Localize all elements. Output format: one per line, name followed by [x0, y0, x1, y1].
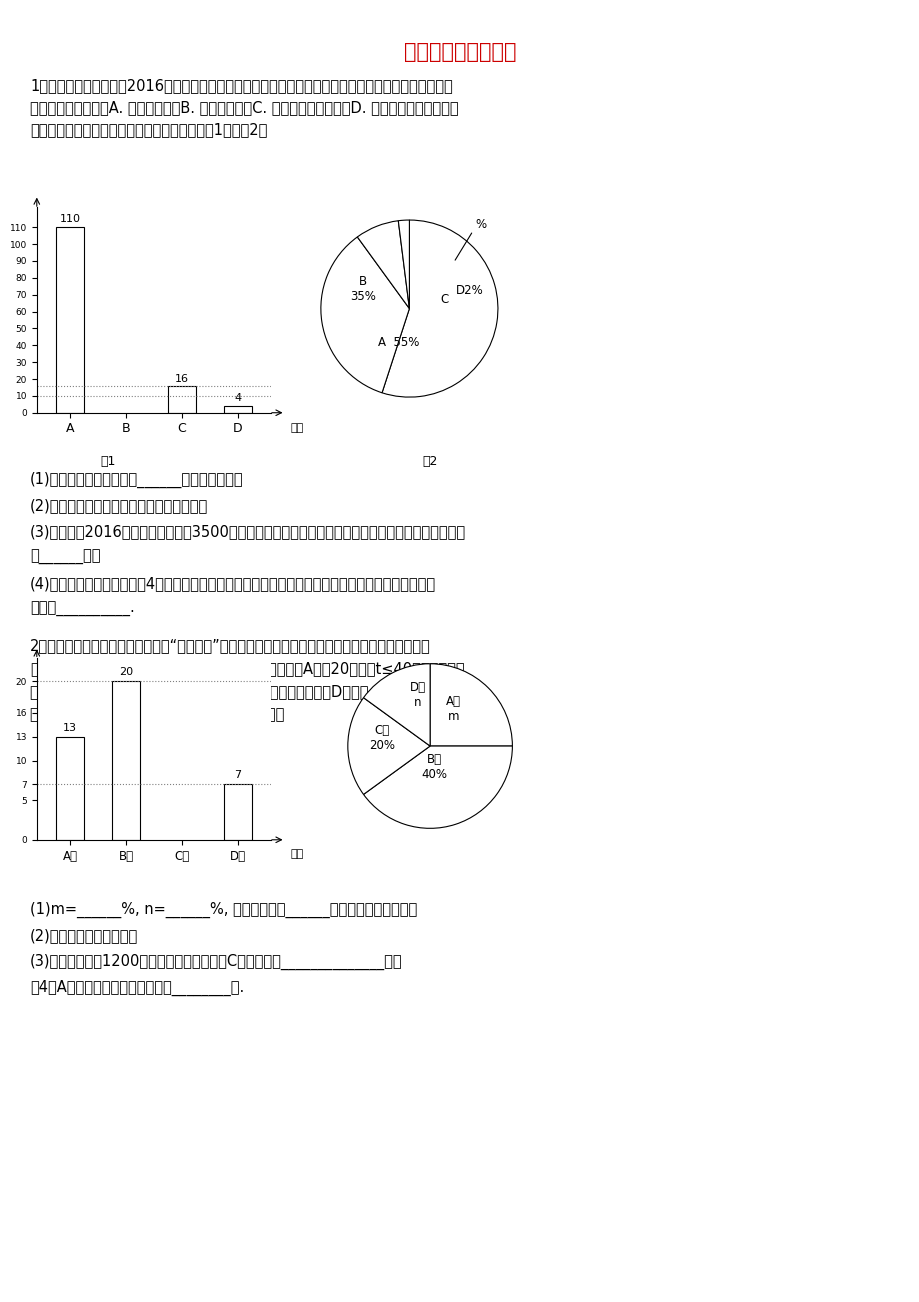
Text: 16: 16: [175, 374, 188, 384]
Text: 统计与概率专题试卷: 统计与概率专题试卷: [403, 42, 516, 62]
Text: 13: 13: [63, 723, 77, 733]
Wedge shape: [347, 698, 430, 794]
Text: A类
m: A类 m: [445, 695, 460, 723]
Text: 下两幅不完整的统计图. 请根据图中提供的信息，解答下列问题：: 下两幅不完整的统计图. 请根据图中提供的信息，解答下列问题：: [30, 707, 284, 723]
Wedge shape: [321, 237, 409, 393]
Text: (2)请补全上面的条形图；: (2)请补全上面的条形图；: [30, 928, 138, 943]
Text: (3)若该地区2016年初中毕业生共有3500人，请估计该地区今年初中毕业生中读普通高中的学生人数约: (3)若该地区2016年初中毕业生共有3500人，请估计该地区今年初中毕业生中读…: [30, 523, 466, 539]
Text: B
35%: B 35%: [350, 275, 376, 303]
Text: (4)老师想从甲，乙，丙，东4位同学中随机选择两位同学了解他们毕业后的去向情况，则选中甲同学的: (4)老师想从甲，乙，丙，东4位同学中随机选择两位同学了解他们毕业后的去向情况，…: [30, 575, 436, 591]
Wedge shape: [381, 220, 497, 397]
Text: （4）A类所在扇形圆心角的度数为________度.: （4）A类所在扇形圆心角的度数为________度.: [30, 980, 244, 996]
Text: 20: 20: [119, 667, 133, 677]
Text: 1、我省某地区为了了解2016年初中毕业生毕业去向，对部分九年级学生进行了抗样调查，就九年级学生: 1、我省某地区为了了解2016年初中毕业生毕业去向，对部分九年级学生进行了抗样调…: [30, 78, 452, 92]
Text: 为______人；: 为______人；: [30, 549, 100, 565]
Text: 类别: 类别: [289, 423, 303, 434]
Text: 数据统计，并绘制了两幅不完整的统计图（如图1，如图2）: 数据统计，并绘制了两幅不完整的统计图（如图1，如图2）: [30, 122, 267, 137]
Wedge shape: [357, 221, 409, 309]
Text: (1)填空：该地区共调查了______名九年级学生；: (1)填空：该地区共调查了______名九年级学生；: [30, 473, 244, 488]
Text: (1)m=______%, n=______%, 这次共抒查了______名学生进行调查统计；: (1)m=______%, n=______%, 这次共抒查了______名学生…: [30, 902, 417, 918]
Wedge shape: [363, 746, 512, 828]
Text: 2、望江中学为了了解学生平均每天“诵读经典”的时间，在全校范围内随机抒查了部分学生进行调查统: 2、望江中学为了了解学生平均每天“诵读经典”的时间，在全校范围内随机抒查了部分学…: [30, 638, 430, 654]
Wedge shape: [398, 220, 409, 309]
Bar: [223, 784, 252, 840]
Bar: [223, 406, 252, 413]
Bar: [56, 228, 85, 413]
Text: 概率为__________.: 概率为__________.: [30, 602, 134, 617]
Text: B类
40%: B类 40%: [421, 753, 447, 781]
Text: 毕业后的四种去向：A. 读普通高中；B. 读职业高中；C. 直接进入社会就业；D. 其他（如出国等）进行: 毕业后的四种去向：A. 读普通高中；B. 读职业高中；C. 直接进入社会就业；D…: [30, 100, 459, 115]
Text: C类
20%: C类 20%: [369, 724, 395, 751]
Text: C: C: [440, 293, 448, 306]
Text: 图1: 图1: [100, 454, 116, 467]
Text: %: %: [474, 217, 485, 230]
Text: 计，并将调查统计的结果分为：每天诵读时间t≤20分钟的学生记为A类，20分钟＜t≤40分钟的学生记: 计，并将调查统计的结果分为：每天诵读时间t≤20分钟的学生记为A类，20分钟＜t…: [30, 661, 464, 676]
Bar: [56, 737, 85, 840]
Bar: [112, 681, 140, 840]
Text: 为B类，40分钟＜t≤60分钟的学生记为C类，t＞60分钟的学生记为D类四种. 将收集的数据绘制成如: 为B类，40分钟＜t≤60分钟的学生记为C类，t＞60分钟的学生记为D类四种. …: [30, 684, 465, 699]
Text: 图2: 图2: [422, 454, 437, 467]
Bar: [168, 385, 196, 413]
Text: (3)如果该校共有1200名学生，请你估计该校C类学生约有______________人；: (3)如果该校共有1200名学生，请你估计该校C类学生约有___________…: [30, 954, 403, 970]
Wedge shape: [429, 664, 512, 746]
Text: D类
n: D类 n: [409, 681, 425, 710]
Text: D2%: D2%: [455, 284, 483, 297]
Text: 类别: 类别: [289, 849, 303, 859]
Text: 7: 7: [234, 769, 241, 780]
Wedge shape: [363, 664, 430, 746]
Text: (2)将两幅统计图中不完整的部分补充完整；: (2)将两幅统计图中不完整的部分补充完整；: [30, 497, 208, 513]
Text: 4: 4: [234, 393, 241, 404]
Text: A  55%: A 55%: [378, 336, 419, 349]
Text: 110: 110: [60, 214, 81, 224]
